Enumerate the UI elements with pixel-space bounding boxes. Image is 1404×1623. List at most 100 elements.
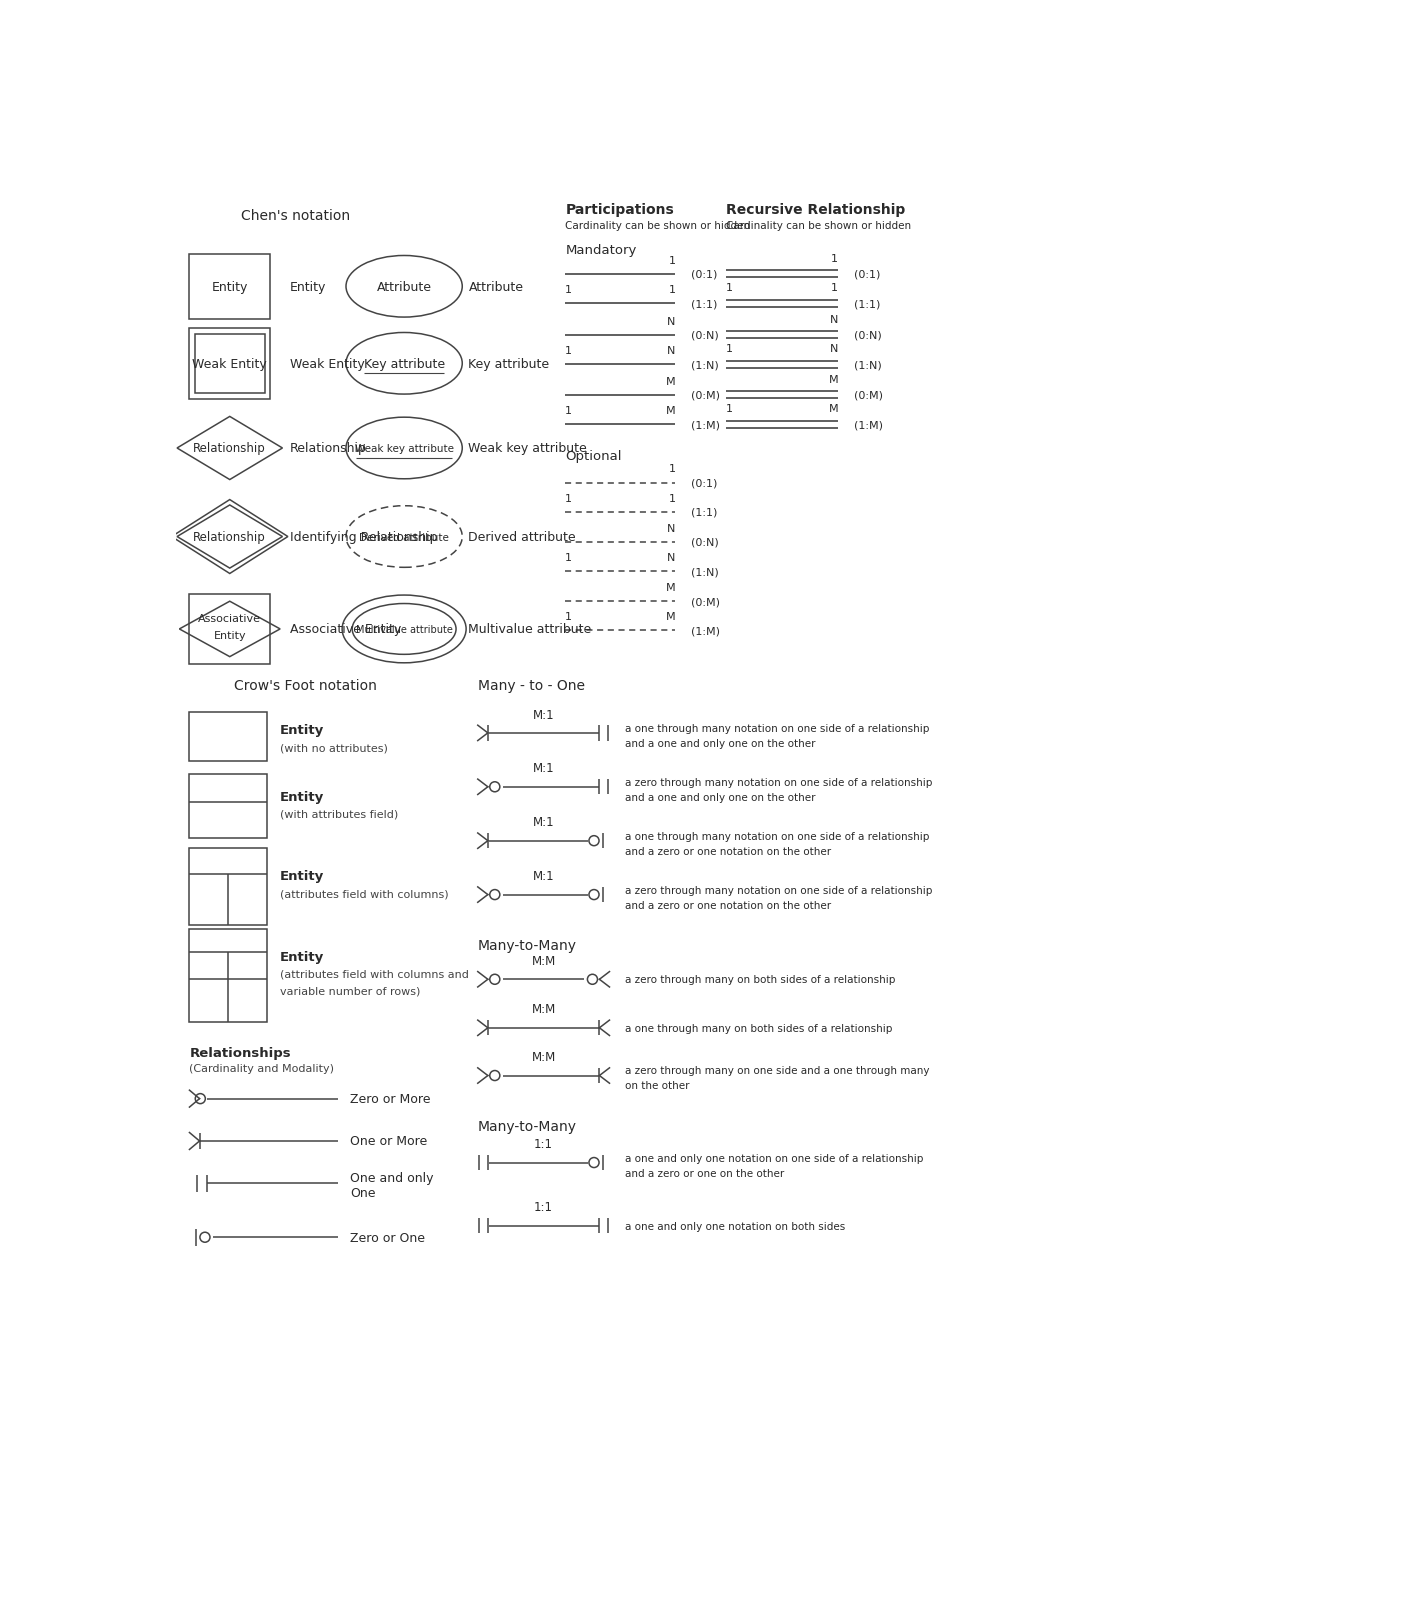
Text: Cardinality can be shown or hidden: Cardinality can be shown or hidden [566, 221, 751, 230]
Text: One and only: One and only [350, 1172, 434, 1185]
Text: and a one and only one on the other: and a one and only one on the other [625, 738, 816, 748]
Text: Key attribute: Key attribute [364, 357, 445, 370]
Text: 1:1: 1:1 [534, 1201, 553, 1214]
Text: 1: 1 [668, 255, 675, 266]
Bar [190, 596, 270, 664]
Text: (1:M): (1:M) [691, 420, 720, 430]
Text: One: One [350, 1186, 375, 1199]
Circle shape [587, 975, 598, 985]
Circle shape [490, 975, 500, 985]
Text: (1:N): (1:N) [691, 360, 719, 370]
Text: Entity: Entity [281, 951, 324, 964]
Text: (with attributes field): (with attributes field) [281, 810, 399, 820]
Text: (0:N): (0:N) [691, 331, 719, 341]
Text: N: N [667, 523, 675, 534]
Circle shape [199, 1232, 211, 1243]
Circle shape [195, 1094, 205, 1104]
Text: One or More: One or More [350, 1134, 427, 1147]
Text: (0:M): (0:M) [691, 597, 720, 607]
Text: N: N [667, 552, 675, 563]
Text: Relationship: Relationship [291, 441, 366, 454]
Circle shape [588, 1157, 600, 1169]
Text: Weak Entity: Weak Entity [192, 357, 267, 370]
Text: a one and only one notation on one side of a relationship: a one and only one notation on one side … [625, 1154, 924, 1164]
Text: Entity: Entity [281, 870, 324, 883]
Text: M: M [828, 404, 838, 414]
Text: M:M: M:M [532, 1050, 556, 1063]
Text: (0:1): (0:1) [854, 269, 880, 279]
Text: 1: 1 [831, 284, 838, 294]
Text: Entity: Entity [281, 790, 324, 803]
Text: and a zero or one on the other: and a zero or one on the other [625, 1169, 785, 1178]
Text: N: N [667, 316, 675, 326]
Text: (0:N): (0:N) [691, 537, 719, 547]
Text: Optional: Optional [566, 450, 622, 463]
Text: (attributes field with columns and: (attributes field with columns and [281, 969, 469, 979]
Text: N: N [830, 315, 838, 325]
Text: (attributes field with columns): (attributes field with columns) [281, 888, 449, 899]
Text: Identifying Relationship: Identifying Relationship [291, 531, 438, 544]
Ellipse shape [345, 256, 462, 318]
Text: Weak key attribute: Weak key attribute [355, 443, 453, 454]
Text: 1: 1 [566, 346, 573, 355]
Text: M:1: M:1 [532, 761, 555, 774]
Text: (with no attributes): (with no attributes) [281, 743, 388, 753]
Text: a one through many notation on one side of a relationship: a one through many notation on one side … [625, 831, 929, 842]
Text: N: N [830, 344, 838, 354]
Text: Relationship: Relationship [194, 531, 267, 544]
Text: Entity: Entity [213, 631, 246, 641]
Text: (1:N): (1:N) [854, 360, 882, 370]
Text: a one and only one notation on both sides: a one and only one notation on both side… [625, 1220, 845, 1230]
Text: 1: 1 [726, 404, 733, 414]
Text: Crow's Foot notation: Crow's Foot notation [233, 678, 376, 693]
Text: M:1: M:1 [532, 870, 555, 883]
Circle shape [490, 782, 500, 792]
Text: a one through many notation on one side of a relationship: a one through many notation on one side … [625, 724, 929, 734]
Text: Relationship: Relationship [194, 441, 267, 454]
Text: M: M [665, 612, 675, 622]
Bar [190, 930, 267, 1022]
Text: Zero or One: Zero or One [350, 1230, 425, 1243]
Text: (0:1): (0:1) [691, 479, 717, 489]
Text: M: M [665, 583, 675, 592]
Bar [190, 712, 267, 761]
Text: Key attribute: Key attribute [469, 357, 549, 370]
Text: (0:M): (0:M) [854, 391, 883, 401]
Text: M: M [665, 377, 675, 386]
Text: Associative: Associative [198, 613, 261, 623]
Text: Multivalue attribute: Multivalue attribute [355, 625, 452, 635]
Text: a zero through many on both sides of a relationship: a zero through many on both sides of a r… [625, 975, 896, 985]
Ellipse shape [345, 333, 462, 394]
Text: Recursive Relationship: Recursive Relationship [726, 203, 906, 217]
Text: Entity: Entity [212, 281, 249, 294]
Text: Entity: Entity [281, 724, 324, 737]
Text: 1: 1 [726, 284, 733, 294]
Circle shape [588, 889, 600, 901]
Text: Associative Entity: Associative Entity [291, 623, 402, 636]
Text: Relationships: Relationships [190, 1047, 291, 1060]
Circle shape [588, 836, 600, 846]
Text: Zero or More: Zero or More [350, 1092, 431, 1105]
Text: (1:M): (1:M) [691, 626, 720, 636]
Text: Derived attribute: Derived attribute [359, 532, 449, 542]
Text: on the other: on the other [625, 1079, 689, 1091]
Text: N: N [667, 346, 675, 355]
Ellipse shape [345, 417, 462, 479]
Text: 1:1: 1:1 [534, 1138, 553, 1151]
Text: Weak Entity: Weak Entity [291, 357, 365, 370]
Bar [195, 334, 264, 393]
Text: 1: 1 [726, 344, 733, 354]
Text: (0:1): (0:1) [691, 269, 717, 279]
Text: Many-to-Many: Many-to-Many [477, 1118, 577, 1133]
Text: variable number of rows): variable number of rows) [281, 987, 421, 997]
Text: a one through many on both sides of a relationship: a one through many on both sides of a re… [625, 1022, 893, 1034]
Text: and a zero or one notation on the other: and a zero or one notation on the other [625, 846, 831, 857]
Bar [190, 328, 270, 399]
Ellipse shape [345, 506, 462, 568]
Text: Attribute: Attribute [469, 281, 524, 294]
Text: Many-to-Many: Many-to-Many [477, 938, 577, 953]
Text: (1:1): (1:1) [854, 299, 880, 308]
Text: a zero through many notation on one side of a relationship: a zero through many notation on one side… [625, 886, 932, 896]
Text: Cardinality can be shown or hidden: Cardinality can be shown or hidden [726, 221, 911, 230]
Text: 1: 1 [566, 406, 573, 415]
